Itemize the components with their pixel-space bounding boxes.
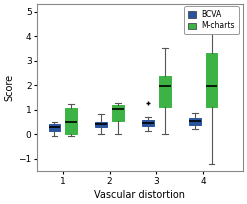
PathPatch shape (95, 122, 107, 127)
Y-axis label: Score: Score (4, 74, 14, 101)
PathPatch shape (159, 76, 171, 107)
PathPatch shape (65, 108, 77, 134)
PathPatch shape (206, 53, 217, 107)
PathPatch shape (49, 124, 60, 131)
PathPatch shape (189, 118, 201, 125)
PathPatch shape (112, 105, 124, 121)
PathPatch shape (142, 120, 154, 126)
X-axis label: Vascular distortion: Vascular distortion (95, 190, 185, 200)
Legend: BCVA, M-charts: BCVA, M-charts (184, 6, 239, 34)
